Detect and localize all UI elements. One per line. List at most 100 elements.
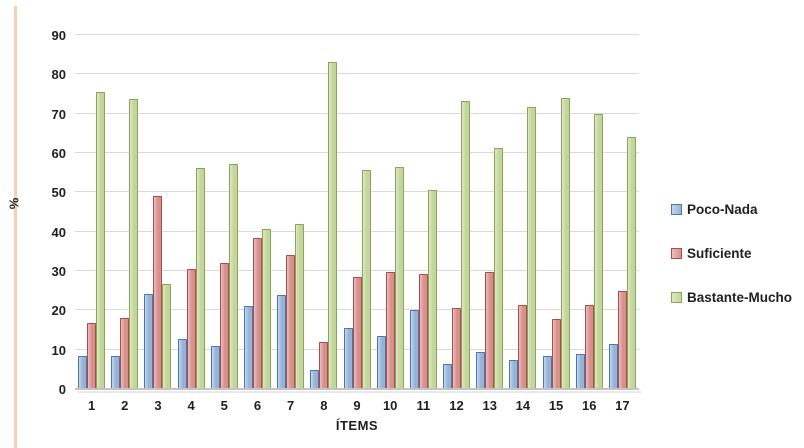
bar-group-item-10 [376, 35, 404, 389]
x-axis-shadow [77, 391, 641, 393]
bar-suficiente-item-16 [584, 305, 594, 389]
bar-suficiente-item-17 [617, 291, 627, 389]
bar-group-item-6 [243, 35, 271, 389]
bar-bastante-mucho-item-6 [261, 228, 271, 389]
bar-poco-nada-item-10 [376, 335, 386, 389]
bar-poco-nada-item-2 [111, 355, 121, 389]
bar-bastante-mucho-item-17 [626, 136, 636, 389]
x-tick-label-15: 15 [548, 398, 564, 413]
legend-label: Poco-Nada [687, 202, 758, 217]
bar-suficiente-item-4 [186, 268, 196, 389]
bar-poco-nada-item-6 [243, 306, 253, 389]
bar-group-item-7 [277, 35, 305, 389]
bar-poco-nada-item-4 [177, 338, 187, 389]
x-tick-label-12: 12 [449, 398, 464, 413]
bar-suficiente-item-6 [252, 237, 262, 389]
x-tick-label-5: 5 [220, 398, 228, 413]
bar-poco-nada-item-16 [575, 353, 585, 389]
y-tick-label-60: 60 [51, 146, 66, 161]
bar-suficiente-item-14 [518, 305, 528, 389]
bar-poco-nada-item-13 [476, 351, 486, 389]
bar-group-item-8 [310, 35, 338, 389]
bar-bastante-mucho-item-3 [162, 283, 172, 389]
gridline-50 [75, 191, 639, 193]
bar-group-item-15 [542, 35, 570, 389]
bar-group-item-12 [443, 35, 471, 389]
bar-poco-nada-item-17 [608, 343, 618, 389]
bar-suficiente-item-8 [319, 342, 329, 389]
bar-suficiente-item-7 [286, 255, 296, 389]
bar-suficiente-item-11 [418, 273, 428, 389]
gridline-60 [75, 152, 639, 153]
bar-bastante-mucho-item-16 [593, 114, 603, 389]
bar-suficiente-item-3 [153, 196, 163, 389]
y-tick-label-30: 30 [51, 264, 66, 279]
y-tick-label-80: 80 [51, 67, 66, 83]
x-tick-label-3: 3 [154, 398, 162, 413]
bar-suficiente-item-12 [452, 308, 462, 389]
gridline-80 [75, 73, 639, 75]
x-tick-label-7: 7 [287, 398, 295, 413]
x-tick-label-6: 6 [253, 398, 262, 413]
bar-suficiente-item-1 [87, 322, 97, 389]
bar-suficiente-item-2 [120, 318, 130, 389]
bar-suficiente-item-15 [551, 319, 561, 389]
bar-bastante-mucho-item-15 [560, 97, 570, 389]
y-axis-title: % [6, 197, 22, 210]
bar-suficiente-item-5 [219, 263, 229, 389]
x-tick-label-10: 10 [382, 398, 398, 413]
bar-bastante-mucho-item-14 [527, 106, 537, 389]
y-tick-label-20: 20 [51, 303, 66, 319]
x-axis-title: ÍTEMS [335, 418, 379, 433]
legend-entry-suficiente: Suficiente [671, 246, 752, 261]
legend-swatch-suficiente [671, 248, 682, 259]
bar-group-item-2 [111, 35, 139, 389]
y-tick-label-10: 10 [51, 342, 66, 358]
bar-suficiente-item-10 [385, 272, 395, 389]
bar-group-item-4 [177, 35, 205, 389]
x-tick-label-1: 1 [87, 398, 96, 413]
legend-label: Suficiente [687, 246, 752, 261]
legend-entry-poco-nada: Poco-Nada [671, 202, 758, 217]
bar-poco-nada-item-3 [144, 293, 154, 389]
legend-swatch-bastante-mucho [671, 292, 682, 303]
bar-group-item-14 [509, 35, 537, 389]
y-tick-label-0: 0 [58, 382, 66, 397]
x-tick-label-2: 2 [121, 398, 129, 413]
bar-group-item-9 [343, 35, 371, 389]
x-tick-label-8: 8 [320, 398, 328, 413]
bar-bastante-mucho-item-13 [494, 147, 504, 389]
gridline-90 [75, 34, 639, 35]
y-tick-label-70: 70 [51, 106, 66, 122]
bar-bastante-mucho-item-4 [195, 167, 205, 389]
plot-area [75, 34, 641, 393]
bar-group-item-13 [476, 35, 504, 389]
bar-poco-nada-item-12 [443, 363, 453, 389]
x-tick-label-16: 16 [582, 398, 597, 413]
bar-poco-nada-item-15 [542, 356, 552, 389]
bar-suficiente-item-9 [352, 276, 362, 389]
y-tick-label-40: 40 [51, 224, 66, 240]
x-tick-label-9: 9 [353, 398, 361, 413]
gridline-70 [75, 112, 639, 114]
bar-poco-nada-item-7 [277, 295, 287, 389]
gridline-40 [75, 230, 639, 232]
bar-poco-nada-item-5 [210, 345, 220, 389]
bar-poco-nada-item-11 [409, 309, 419, 389]
bar-group-item-16 [575, 35, 603, 389]
y-tick-label-50: 50 [51, 185, 66, 201]
bar-group-item-11 [409, 35, 437, 389]
bar-bastante-mucho-item-11 [427, 189, 437, 389]
bar-bastante-mucho-item-1 [96, 92, 106, 389]
bar-bastante-mucho-item-12 [461, 101, 471, 389]
bar-bastante-mucho-item-7 [295, 223, 305, 389]
x-axis-line [75, 388, 639, 390]
bar-poco-nada-item-8 [310, 369, 320, 389]
bar-poco-nada-item-9 [343, 327, 353, 389]
x-tick-label-17: 17 [615, 398, 630, 413]
bar-poco-nada-item-1 [78, 356, 88, 389]
legend-entry-bastante-mucho: Bastante-Mucho [671, 290, 792, 305]
bar-poco-nada-item-14 [509, 359, 519, 389]
bar-bastante-mucho-item-8 [328, 61, 338, 389]
x-tick-label-13: 13 [482, 398, 497, 413]
